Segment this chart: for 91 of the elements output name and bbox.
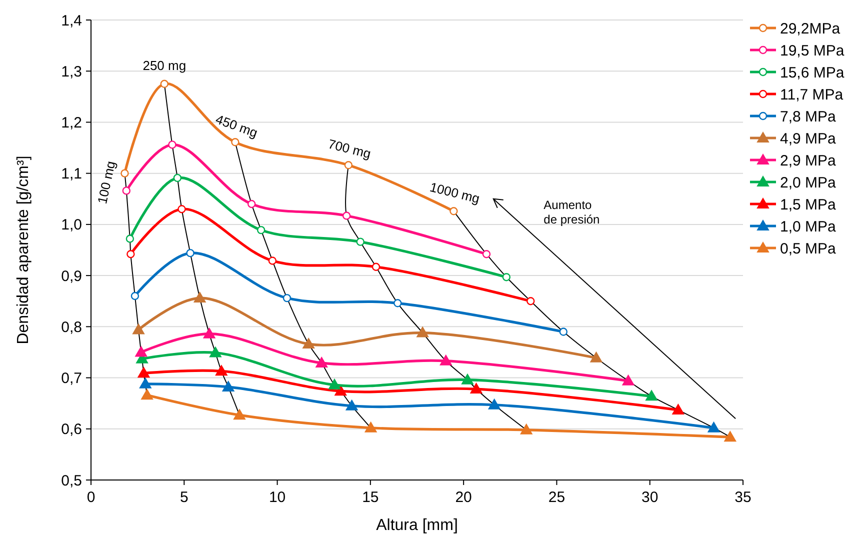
point bbox=[316, 356, 328, 368]
point bbox=[209, 346, 222, 358]
point bbox=[126, 250, 135, 258]
y-tick-label: 1,0 bbox=[61, 216, 82, 234]
point bbox=[342, 212, 351, 220]
x-tick-label: 30 bbox=[642, 489, 658, 506]
point bbox=[135, 346, 148, 357]
x-tick-label: 0 bbox=[86, 489, 96, 506]
legend-label: 1,5 MPa bbox=[780, 196, 837, 214]
point bbox=[416, 326, 429, 338]
y-tick-label: 0,7 bbox=[61, 370, 82, 388]
legend-label: 11,7 MPa bbox=[780, 86, 844, 104]
point bbox=[672, 404, 684, 414]
point bbox=[186, 248, 194, 258]
point bbox=[646, 390, 658, 401]
point bbox=[233, 409, 246, 420]
y-tick-label: 1,3 bbox=[61, 63, 82, 80]
point bbox=[268, 256, 277, 265]
y-tick-label: 0,9 bbox=[61, 268, 82, 285]
legend-label: 29,2MPa bbox=[780, 20, 841, 38]
x-axis-title: Altura [mm] bbox=[376, 517, 458, 534]
point bbox=[356, 238, 364, 246]
point bbox=[394, 299, 402, 308]
point bbox=[559, 328, 568, 336]
point bbox=[247, 200, 256, 208]
point bbox=[130, 292, 140, 300]
point bbox=[168, 140, 176, 149]
series-label: 250 mg bbox=[142, 58, 186, 73]
point bbox=[346, 400, 358, 410]
point bbox=[724, 431, 736, 442]
legend-label: 0,5 MPa bbox=[780, 240, 837, 258]
point bbox=[344, 161, 353, 170]
x-tick-label: 35 bbox=[734, 489, 752, 506]
legend-label: 15,6 MPa bbox=[780, 64, 845, 82]
point bbox=[488, 398, 500, 410]
text: 100 mg bbox=[94, 160, 118, 206]
point bbox=[194, 292, 206, 303]
legend-label: 2,0 MPa bbox=[780, 174, 837, 192]
legend-label: 19,5 MPa bbox=[780, 42, 845, 60]
text: 700 mg bbox=[326, 136, 372, 162]
text: 450 mg bbox=[214, 111, 260, 140]
point bbox=[502, 272, 511, 282]
point bbox=[222, 380, 234, 392]
point bbox=[622, 374, 634, 386]
point bbox=[450, 207, 458, 216]
point bbox=[132, 324, 145, 334]
x-tick-label: 15 bbox=[362, 489, 379, 506]
y-tick-label: 0,8 bbox=[61, 318, 82, 336]
point bbox=[138, 367, 150, 378]
point bbox=[328, 378, 340, 390]
point bbox=[203, 328, 216, 338]
point bbox=[302, 338, 315, 349]
point bbox=[139, 378, 152, 388]
y-tick-label: 1,4 bbox=[61, 12, 82, 30]
point bbox=[126, 234, 134, 243]
point bbox=[372, 262, 380, 271]
point bbox=[282, 294, 292, 302]
point bbox=[482, 250, 491, 258]
x-tick-label: 20 bbox=[455, 489, 472, 506]
y-tick-label: 0,6 bbox=[61, 421, 82, 438]
point bbox=[215, 365, 228, 376]
y-axis-title: Densidad aparente [g/cm³] bbox=[15, 156, 32, 344]
point bbox=[520, 424, 532, 434]
y-tick-label: 1,1 bbox=[61, 166, 82, 183]
point bbox=[256, 226, 266, 234]
legend-label: 1,0 MPa bbox=[780, 218, 837, 236]
point bbox=[160, 80, 168, 88]
x-tick-label: 25 bbox=[548, 489, 566, 506]
y-tick-label: 1,2 bbox=[61, 114, 82, 132]
point bbox=[364, 422, 377, 432]
x-tick-label: 5 bbox=[180, 489, 188, 506]
point bbox=[461, 374, 474, 384]
point bbox=[334, 385, 347, 396]
point bbox=[173, 174, 182, 182]
point bbox=[440, 354, 452, 366]
point bbox=[708, 422, 720, 432]
text: 1000 mg bbox=[428, 179, 482, 206]
point bbox=[470, 383, 482, 394]
point bbox=[141, 389, 154, 400]
point bbox=[122, 186, 130, 195]
y-tick-label: 0,5 bbox=[61, 472, 82, 490]
legend-label: 4,9 MPa bbox=[780, 130, 837, 148]
point bbox=[231, 138, 240, 146]
point bbox=[120, 169, 129, 178]
annotation: Aumento de presión bbox=[544, 198, 600, 227]
point bbox=[526, 297, 535, 306]
point bbox=[590, 352, 602, 362]
legend-label: 2,9 MPa bbox=[780, 152, 837, 170]
point bbox=[178, 205, 186, 214]
legend-label: 7,8 MPa bbox=[780, 108, 837, 126]
x-tick-label: 10 bbox=[268, 489, 286, 506]
